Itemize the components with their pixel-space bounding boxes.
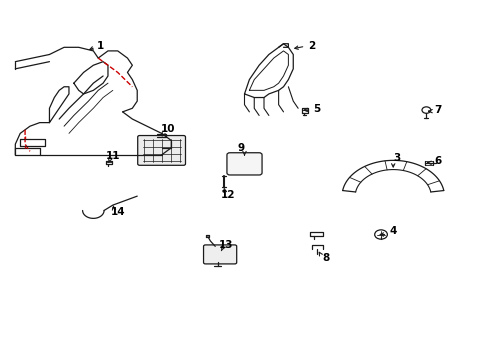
Text: 8: 8 (322, 253, 329, 263)
Text: 12: 12 (221, 190, 235, 200)
FancyBboxPatch shape (138, 135, 185, 165)
Text: 6: 6 (433, 156, 441, 166)
FancyBboxPatch shape (203, 245, 236, 264)
Text: 4: 4 (389, 226, 396, 236)
Text: 1: 1 (97, 41, 104, 50)
Text: 11: 11 (105, 151, 120, 161)
Text: 14: 14 (110, 207, 125, 217)
Text: 5: 5 (312, 104, 320, 114)
Text: 7: 7 (433, 105, 441, 116)
Text: 13: 13 (219, 239, 233, 249)
Text: 3: 3 (392, 153, 400, 163)
FancyBboxPatch shape (226, 153, 262, 175)
Text: 2: 2 (307, 41, 315, 50)
Text: 9: 9 (237, 143, 244, 153)
Text: 10: 10 (161, 125, 175, 134)
